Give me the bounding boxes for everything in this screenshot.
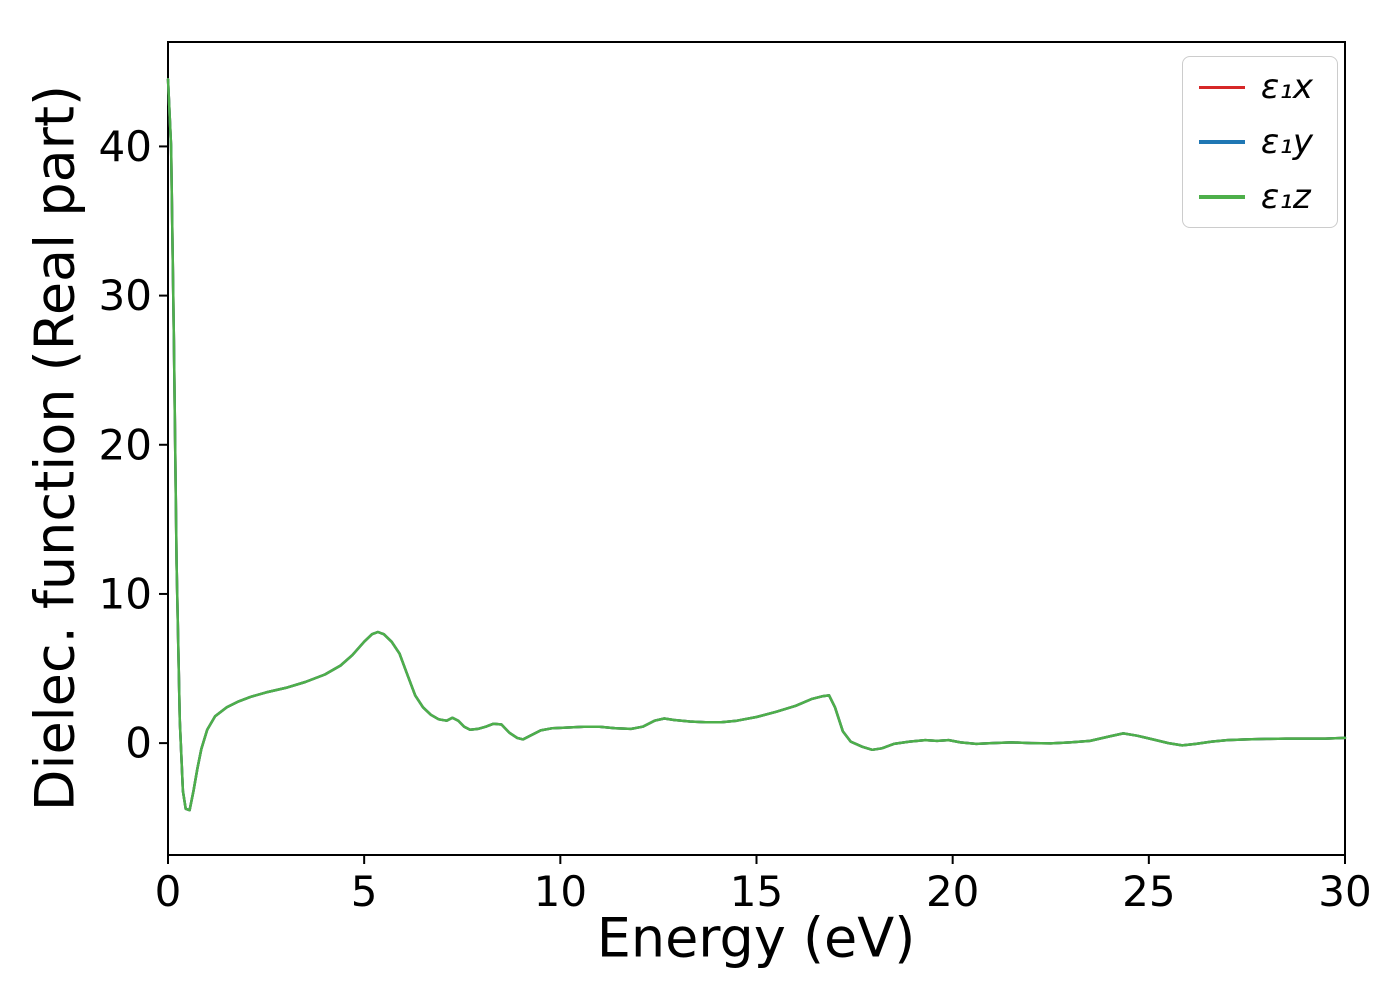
y-tick-label: 20 — [99, 420, 152, 469]
legend-label-eps1y: ε₁y — [1260, 121, 1313, 162]
legend-swatch-eps1z — [1198, 195, 1245, 199]
x-tick-label: 10 — [534, 867, 587, 916]
y-tick-label: 10 — [99, 569, 152, 618]
y-tick-label: 0 — [125, 719, 152, 768]
x-axis-ticks: 0 5 10 15 20 25 30 — [155, 855, 1372, 916]
x-tick-label: 15 — [730, 867, 783, 916]
legend-swatch-eps1y — [1198, 140, 1245, 144]
legend-item-eps1z: ε₁z — [1198, 176, 1313, 218]
series-line-eps1x — [166, 78, 1347, 812]
y-axis-ticks: 0 10 20 30 40 — [99, 122, 168, 768]
series-line-eps1z — [166, 78, 1347, 812]
legend-item-eps1x: ε₁x — [1198, 67, 1313, 108]
legend: ε₁x ε₁y ε₁z — [1181, 56, 1338, 229]
legend-item-eps1y: ε₁y — [1198, 121, 1313, 163]
x-tick-label: 5 — [351, 867, 378, 916]
y-tick-label: 40 — [99, 122, 152, 171]
x-tick-label: 20 — [926, 867, 979, 916]
series-line-eps1y — [166, 78, 1347, 812]
legend-label-eps1x: ε₁x — [1260, 67, 1313, 107]
legend-label-eps1z: ε₁z — [1260, 176, 1311, 217]
x-tick-label: 25 — [1122, 867, 1175, 916]
y-tick-label: 30 — [99, 271, 152, 320]
x-axis-label: Energy (eV) — [596, 906, 916, 970]
x-tick-label: 30 — [1318, 867, 1371, 916]
legend-swatch-eps1x — [1198, 85, 1245, 90]
y-axis-label: Dielec. function (Real part) — [23, 84, 87, 812]
x-tick-label: 0 — [155, 867, 182, 916]
plot-border — [167, 41, 1346, 856]
